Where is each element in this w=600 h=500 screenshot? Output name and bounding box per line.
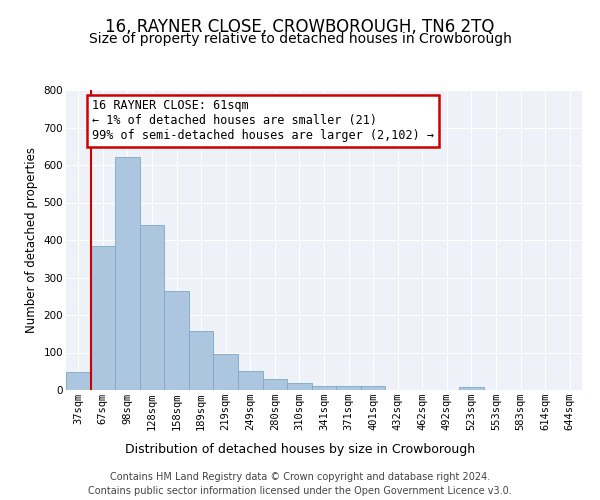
Bar (336, 386, 361, 390)
Bar (115, 157, 140, 390)
Bar (91, 246, 115, 390)
Bar (287, 383, 312, 390)
Text: 16 RAYNER CLOSE: 61sqm
← 1% of detached houses are smaller (21)
99% of semi-deta: 16 RAYNER CLOSE: 61sqm ← 1% of detached … (92, 100, 434, 142)
Bar (459, 387, 484, 390)
Bar (361, 386, 385, 390)
Text: Distribution of detached houses by size in Crowborough: Distribution of detached houses by size … (125, 442, 475, 456)
Bar (66, 372, 91, 390)
Text: Size of property relative to detached houses in Crowborough: Size of property relative to detached ho… (89, 32, 511, 46)
Text: 16, RAYNER CLOSE, CROWBOROUGH, TN6 2TQ: 16, RAYNER CLOSE, CROWBOROUGH, TN6 2TQ (106, 18, 494, 36)
Bar (189, 331, 214, 390)
Bar (312, 386, 336, 390)
Text: Contains HM Land Registry data © Crown copyright and database right 2024.: Contains HM Land Registry data © Crown c… (110, 472, 490, 482)
Bar (164, 290, 189, 390)
Text: Contains public sector information licensed under the Open Government Licence v3: Contains public sector information licen… (88, 486, 512, 496)
Y-axis label: Number of detached properties: Number of detached properties (25, 147, 38, 333)
Bar (214, 354, 238, 390)
Bar (140, 224, 164, 390)
Bar (263, 379, 287, 390)
Bar (238, 370, 263, 390)
